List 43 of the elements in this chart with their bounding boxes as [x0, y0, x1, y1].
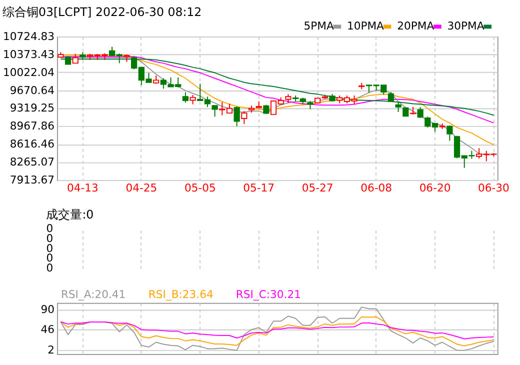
candlestick — [395, 101, 402, 112]
y-tick-label: 10724.83 — [3, 30, 55, 43]
y-tick-label: 8967.86 — [10, 120, 55, 133]
y-tick-label: 10022.04 — [3, 66, 55, 79]
y-tick-label: 2 — [48, 343, 55, 356]
y-tick-label: 7913.67 — [10, 173, 55, 186]
line-series — [60, 306, 494, 351]
chart-title: 综合铜03[LCPT] 2022-06-30 08:12 — [2, 4, 202, 19]
candlestick — [263, 104, 270, 114]
candlestick — [388, 91, 394, 102]
candlestick — [234, 106, 240, 127]
legend-label: 20PMA — [397, 20, 435, 33]
x-tick-label: 06-30 — [478, 181, 510, 194]
line-series — [60, 321, 494, 340]
y-tick-label: 90 — [40, 302, 55, 316]
series-label: RSI_A:20.41 — [60, 288, 126, 301]
y-tick-label: 8616.46 — [10, 138, 55, 151]
text: RSI_C:30.21 — [236, 288, 301, 301]
candlestick — [190, 94, 196, 105]
legend-label: 30PMA — [447, 20, 485, 33]
x-tick-label: 05-05 — [184, 181, 216, 194]
x-tick-label: 04-25 — [126, 181, 158, 194]
y-tick-label: 46 — [40, 323, 55, 336]
text: RSI_B:23.64 — [148, 288, 214, 301]
x-tick-label: 06-20 — [419, 181, 451, 194]
x-tick-label: 04-13 — [67, 181, 98, 194]
y-tick-label: 9319.25 — [10, 102, 55, 115]
y-tick-label: 10373.43 — [3, 48, 55, 61]
x-tick-label: 05-17 — [243, 181, 275, 194]
x-tick-label: 06-08 — [360, 181, 392, 194]
candlestick — [72, 53, 78, 64]
candlestick — [417, 106, 424, 118]
x-tick-label: 05-27 — [302, 181, 334, 194]
candlestick — [212, 105, 218, 118]
y-tick-label: 8265.07 — [10, 156, 55, 169]
y-tick-label: 9670.64 — [10, 84, 55, 97]
legend-label: 10PMA — [346, 20, 385, 33]
candlestick — [446, 125, 453, 142]
candlestick — [241, 110, 248, 124]
line-series — [60, 316, 494, 346]
legend-label: 5PMA — [304, 20, 334, 33]
text: 成交量:0 — [46, 207, 94, 222]
candlestick — [182, 92, 189, 104]
